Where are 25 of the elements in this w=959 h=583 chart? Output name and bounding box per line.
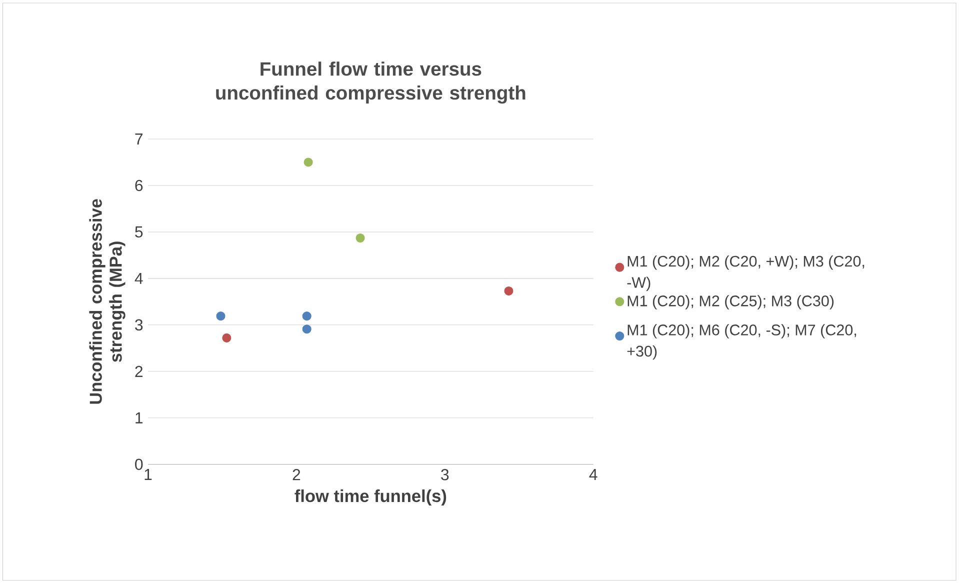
legend-label: M1 (C20); M2 (C25); M3 (C30)	[628, 295, 834, 310]
point	[504, 286, 514, 296]
point	[304, 158, 313, 167]
x-tick-label: 4	[589, 469, 598, 480]
legend-label: M1 (C20); M6 (C20, -S); M7 (C20, +30)	[627, 324, 856, 360]
y-tick-label: 3	[135, 319, 143, 331]
y-tick-label: 2	[135, 366, 143, 377]
point	[216, 312, 226, 321]
x-tick-label: 1	[144, 469, 152, 480]
y-tick-label: 1	[136, 412, 143, 424]
y-tick-label: 0	[135, 458, 143, 470]
y-tick-label: 5	[135, 226, 143, 238]
point	[302, 324, 312, 334]
legend-label: M1 (C20); M2 (C20, +W); M3 (C20, -W)	[627, 255, 864, 291]
point	[302, 312, 312, 321]
y-tick-label: 6	[135, 180, 143, 192]
x-axis-title: flow time funnel(s)	[294, 489, 446, 506]
x-tick-label: 2	[292, 469, 300, 480]
chart-title: Funnel flow time versus unconfined compressive strength	[216, 62, 526, 104]
x-tick-label: 3	[441, 469, 449, 480]
point	[356, 233, 365, 243]
point	[222, 333, 232, 342]
y-tick-label: 4	[134, 272, 143, 284]
y-axis-title: Unconfined compressive strength (MPa)	[89, 199, 126, 404]
y-tick-label: 7	[135, 134, 143, 144]
